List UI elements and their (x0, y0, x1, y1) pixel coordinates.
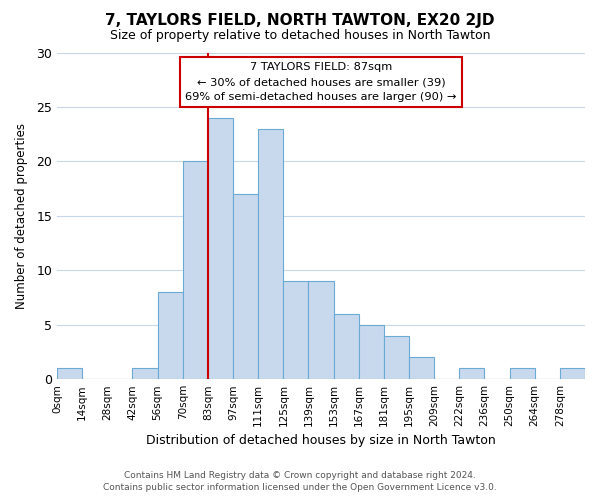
Bar (183, 162, 208, 379)
Y-axis label: Number of detached properties: Number of detached properties (15, 123, 28, 309)
Bar (258, 128, 283, 379)
Bar (560, 368, 585, 379)
Bar (409, 358, 434, 379)
Bar (334, 314, 359, 379)
X-axis label: Distribution of detached houses by size in North Tawton: Distribution of detached houses by size … (146, 434, 496, 448)
Text: 7 TAYLORS FIELD: 87sqm
← 30% of detached houses are smaller (39)
69% of semi-det: 7 TAYLORS FIELD: 87sqm ← 30% of detached… (185, 62, 457, 102)
Bar (133, 368, 158, 379)
Bar (308, 281, 334, 379)
Bar (509, 368, 535, 379)
Bar (283, 281, 308, 379)
Text: 7, TAYLORS FIELD, NORTH TAWTON, EX20 2JD: 7, TAYLORS FIELD, NORTH TAWTON, EX20 2JD (105, 12, 495, 28)
Bar (57, 368, 82, 379)
Text: Size of property relative to detached houses in North Tawton: Size of property relative to detached ho… (110, 29, 490, 42)
Bar (384, 336, 409, 379)
Bar (359, 324, 384, 379)
Bar (233, 194, 258, 379)
Text: Contains HM Land Registry data © Crown copyright and database right 2024.
Contai: Contains HM Land Registry data © Crown c… (103, 471, 497, 492)
Bar (208, 118, 233, 379)
Bar (460, 368, 484, 379)
Bar (158, 292, 183, 379)
